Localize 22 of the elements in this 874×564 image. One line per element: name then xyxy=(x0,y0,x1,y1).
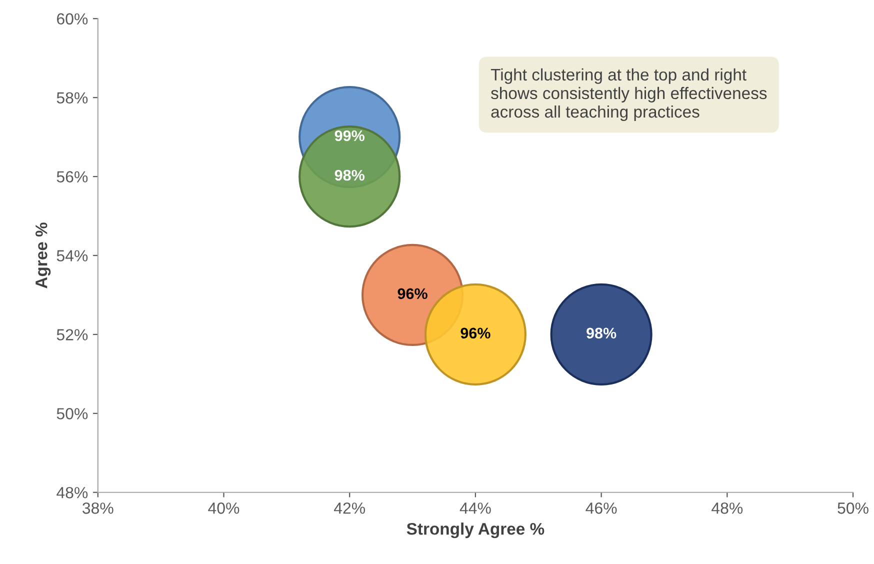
y-tick-label: 58% xyxy=(56,92,88,104)
annotation: Tight clustering at the top and right shows consistently high effectiveness across all teaching practices xyxy=(490,68,767,122)
y-tick-label: 52% xyxy=(56,329,88,340)
y-tick-label: 50% xyxy=(56,408,88,420)
y-tick-label: 56% xyxy=(56,171,88,182)
x-tick-label: 38% xyxy=(82,502,114,514)
x-tick-label: 42% xyxy=(334,502,366,514)
y-tick-label: 54% xyxy=(56,250,88,262)
x-tick-label: 48% xyxy=(712,502,743,514)
x-axis-title: Strongly Agree % xyxy=(406,522,544,538)
y-tick-label: 60% xyxy=(57,13,88,25)
annotation: 96% xyxy=(460,328,490,339)
annotation: 98% xyxy=(334,170,364,181)
y-tick-label: 48% xyxy=(56,487,88,498)
x-tick-label: 44% xyxy=(460,502,491,514)
annotation: 96% xyxy=(398,288,428,300)
x-tick-label: 50% xyxy=(838,502,868,514)
x-tick-label: 46% xyxy=(586,502,617,514)
annotation: 99% xyxy=(334,130,364,142)
annotation: 98% xyxy=(586,328,616,339)
y-axis-title: Agree % xyxy=(36,222,51,288)
x-tick-label: 40% xyxy=(208,502,240,514)
